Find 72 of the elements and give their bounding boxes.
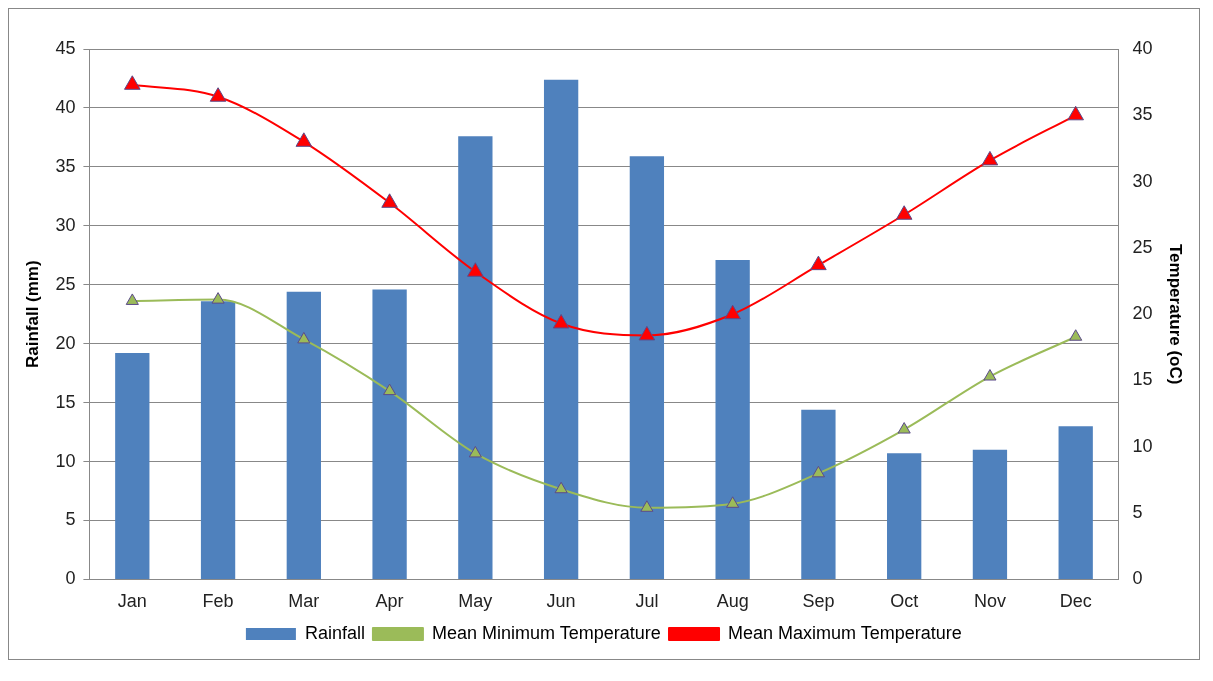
point — [811, 465, 825, 478]
point — [125, 293, 139, 305]
y-tick-label: 5 — [65, 509, 76, 530]
x-tick-label: Jan — [117, 591, 147, 612]
y-tick-label: 40 — [55, 96, 76, 117]
x-tick-label: Feb — [202, 591, 234, 612]
point — [297, 331, 311, 344]
point — [724, 304, 741, 320]
y2-tick-label: 20 — [1132, 303, 1153, 324]
y-tick-label: 20 — [55, 332, 76, 353]
bar — [543, 79, 579, 579]
x-tick-label: Apr — [375, 591, 404, 612]
bar — [801, 409, 836, 579]
bar — [200, 301, 236, 579]
bar — [887, 453, 922, 579]
y-tick-label: 45 — [55, 37, 76, 58]
point — [810, 255, 827, 271]
point — [983, 369, 997, 381]
y2-tick-label: 25 — [1132, 236, 1153, 257]
bar — [458, 136, 493, 579]
point — [1069, 329, 1083, 341]
bar — [715, 259, 750, 579]
point — [381, 193, 398, 208]
x-tick-label: May — [458, 591, 493, 612]
point — [638, 325, 656, 341]
point — [895, 205, 913, 220]
bar — [972, 449, 1008, 579]
x-tick-label: Mar — [288, 591, 320, 612]
y2-tick-label: 30 — [1132, 170, 1153, 191]
bar — [286, 291, 321, 579]
y2-axis-title: Temperature (oC) — [1166, 243, 1186, 385]
point — [1067, 105, 1084, 121]
x-tick-label: Dec — [1059, 591, 1092, 612]
x-tick-label: Jul — [635, 591, 659, 612]
y-tick-label: 0 — [65, 568, 76, 589]
point — [209, 87, 227, 102]
legend-label: Rainfall — [304, 622, 365, 643]
point — [295, 132, 313, 147]
y-tick-label: 25 — [55, 273, 76, 294]
y2-tick-label: 15 — [1132, 369, 1153, 390]
bar — [115, 353, 150, 579]
y-axis-title: Rainfall (mm) — [22, 260, 42, 369]
y-tick-label: 30 — [55, 214, 76, 235]
legend-label: Mean Minimum Temperature — [431, 622, 661, 643]
y2-tick-label: 40 — [1132, 37, 1153, 58]
point — [726, 496, 740, 508]
bar — [629, 156, 665, 579]
point — [640, 500, 654, 512]
y-tick-label: 35 — [55, 155, 76, 176]
y2-tick-label: 0 — [1132, 568, 1143, 589]
y-tick-label: 15 — [55, 391, 76, 412]
point — [552, 313, 570, 329]
y2-tick-label: 5 — [1132, 502, 1143, 523]
point — [383, 383, 397, 396]
x-tick-label: Sep — [802, 591, 835, 612]
y-tick-label: 10 — [55, 450, 76, 471]
bar — [372, 289, 407, 579]
legend-label: Mean Maximum Temperature — [728, 622, 962, 643]
bar — [1058, 426, 1093, 579]
point — [211, 292, 225, 304]
x-tick-label: Aug — [716, 591, 749, 612]
x-tick-label: Jun — [546, 591, 576, 612]
y2-tick-label: 10 — [1132, 435, 1153, 456]
point — [467, 262, 484, 277]
point — [554, 481, 568, 494]
point — [124, 75, 141, 90]
x-tick-label: Oct — [890, 591, 919, 612]
point — [981, 150, 999, 166]
y2-tick-label: 35 — [1132, 104, 1153, 125]
x-tick-label: Nov — [973, 591, 1006, 612]
point — [897, 422, 911, 434]
point — [468, 445, 482, 458]
